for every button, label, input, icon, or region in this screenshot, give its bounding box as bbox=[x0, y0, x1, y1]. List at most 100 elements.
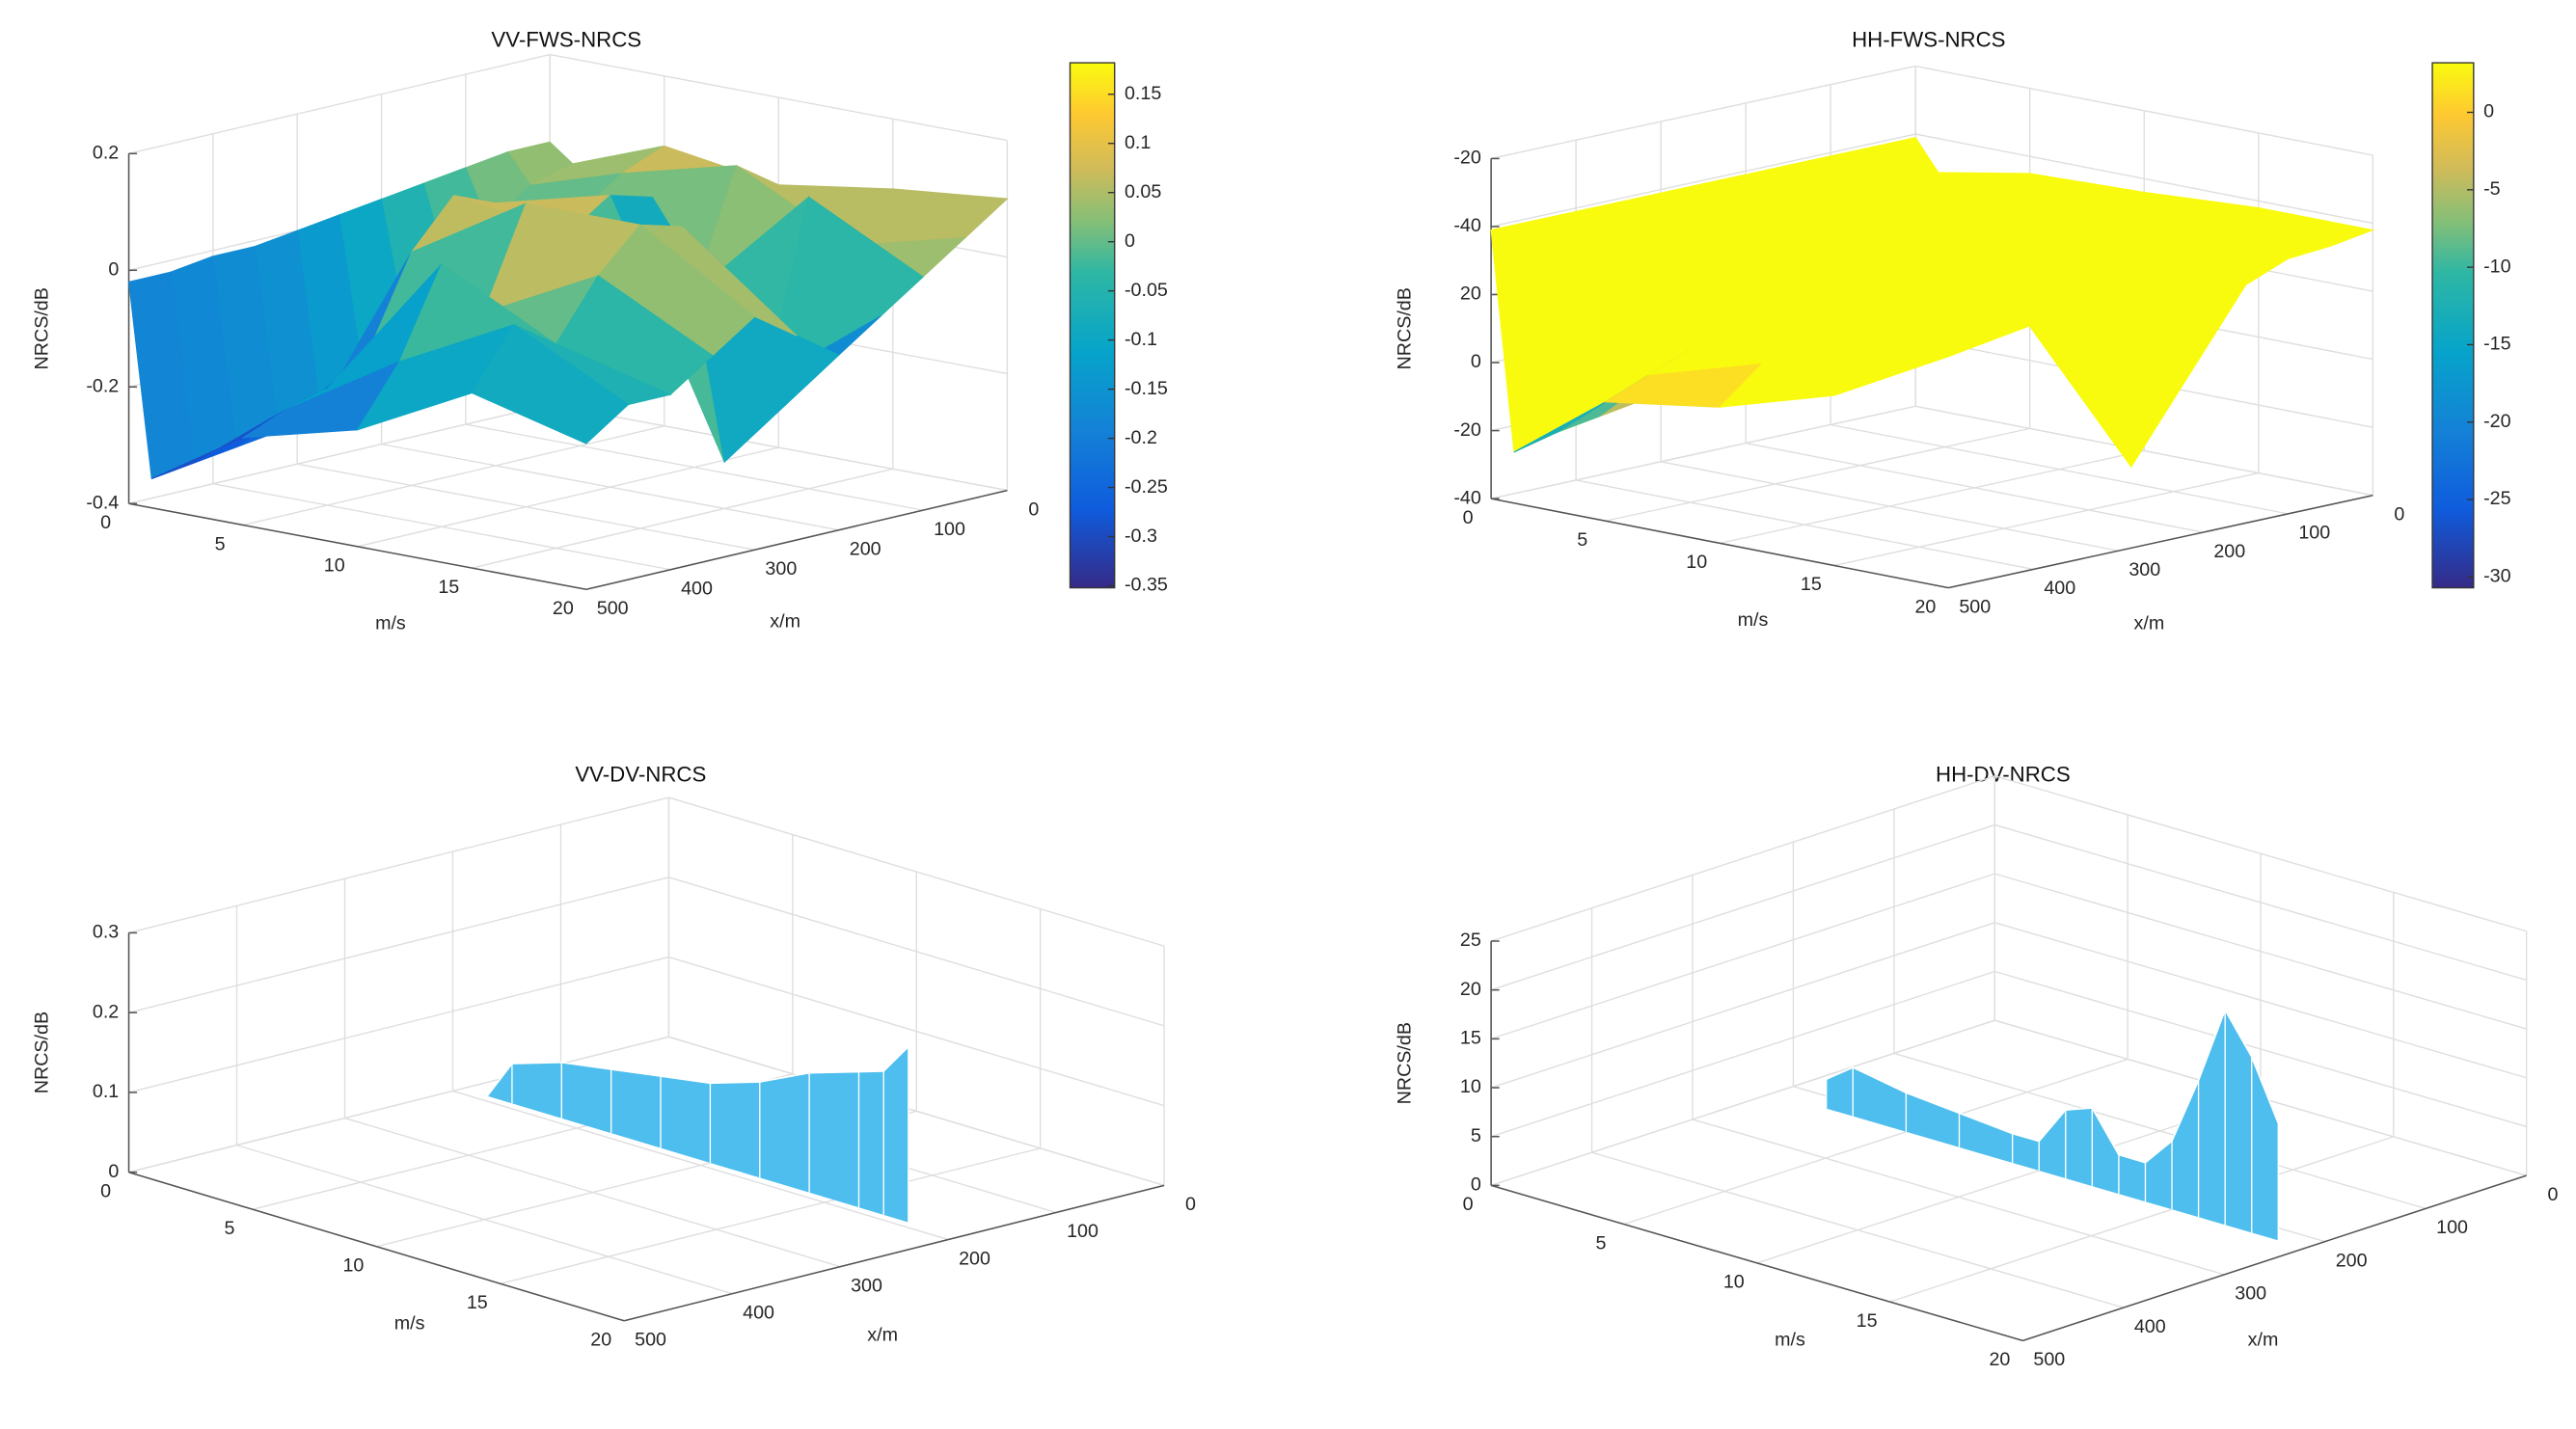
floor-grid-line bbox=[1623, 1058, 2129, 1226]
wall-grid-line bbox=[1914, 65, 2373, 156]
curtain-edge bbox=[486, 1045, 909, 1097]
floor-grid-line bbox=[1720, 449, 2145, 545]
colorbar-tick-label: -0.05 bbox=[1125, 280, 1168, 301]
speed-tick-label: 15 bbox=[1857, 1310, 1878, 1332]
speed-tick-label: 0 bbox=[100, 1180, 111, 1201]
speed-axis bbox=[1490, 498, 1949, 589]
floor-grid-line bbox=[1745, 442, 2204, 533]
colorbar-tick-label: -25 bbox=[2483, 488, 2511, 509]
floor-grid-line bbox=[472, 468, 894, 569]
z-tick-label: 0 bbox=[108, 1161, 119, 1182]
z-axis-label: NRCS/dB bbox=[1394, 287, 1415, 369]
colorbar-tick-label: -0.25 bbox=[1125, 476, 1168, 498]
floor-grid-line bbox=[344, 1117, 841, 1268]
colorbar-tick-label: 0 bbox=[2483, 101, 2494, 122]
colorbar bbox=[2431, 62, 2475, 589]
position-tick-label: 100 bbox=[2436, 1217, 2468, 1238]
position-tick-label: 300 bbox=[851, 1275, 882, 1296]
z-axis-label: NRCS/dB bbox=[32, 1011, 53, 1093]
colorbar-tick-label: -0.35 bbox=[1125, 575, 1168, 596]
position-tick-label: 400 bbox=[681, 579, 713, 600]
colorbar-tick-label: -15 bbox=[2483, 334, 2511, 355]
z-tick-label: -20 bbox=[1453, 419, 1481, 441]
position-tick-label: 100 bbox=[1067, 1221, 1098, 1242]
wall-grid-line bbox=[668, 1036, 1165, 1187]
wall-grid-line bbox=[1994, 922, 2527, 1079]
z-tick-label: -20 bbox=[1453, 148, 1481, 169]
speed-tick-label: 10 bbox=[324, 555, 345, 577]
wall-grid-line bbox=[1994, 823, 2527, 982]
z-tick-label: 25 bbox=[1460, 930, 1481, 951]
speed-axis-label: m/s bbox=[375, 612, 406, 634]
position-tick-label: 400 bbox=[743, 1302, 774, 1323]
wall-grid-line bbox=[1994, 873, 2527, 1030]
wall-grid-line bbox=[1490, 65, 1916, 160]
surface-patch bbox=[1833, 339, 1992, 396]
surface-patch bbox=[471, 324, 630, 445]
z-tick-label: -0.2 bbox=[86, 375, 119, 396]
z-tick-label: 0.3 bbox=[93, 922, 119, 943]
position-axis-label: x/m bbox=[867, 1324, 898, 1345]
colorbar-tick-label: -0.2 bbox=[1125, 427, 1157, 448]
wall-grid-line bbox=[668, 796, 1165, 947]
wall-grid-line bbox=[1490, 1019, 1995, 1187]
speed-tick-label: 5 bbox=[1595, 1232, 1606, 1254]
position-axis bbox=[585, 489, 1008, 591]
z-tick-label: -40 bbox=[1453, 487, 1481, 508]
wall-grid-line bbox=[550, 53, 1008, 142]
speed-axis-label: m/s bbox=[394, 1312, 425, 1334]
colorbar-tick-label: -0.1 bbox=[1125, 329, 1157, 350]
z-tick-label: 10 bbox=[1460, 1076, 1481, 1097]
floor-grid-line bbox=[212, 483, 671, 571]
z-tick-label: 0 bbox=[1471, 1174, 1481, 1196]
position-axis bbox=[1948, 494, 2373, 589]
curtain-area bbox=[487, 1046, 908, 1223]
position-tick-label: 100 bbox=[2298, 523, 2330, 544]
floor-grid-line bbox=[242, 425, 664, 526]
floor-grid-line bbox=[1830, 423, 2289, 515]
z-tick-label: 15 bbox=[1460, 1028, 1481, 1049]
floor-grid-line bbox=[452, 1090, 949, 1241]
position-axis bbox=[2022, 1174, 2527, 1342]
speed-tick-label: 5 bbox=[225, 1218, 235, 1239]
colorbar-tick-label: 0.1 bbox=[1125, 132, 1151, 153]
position-tick-label: 500 bbox=[597, 598, 629, 619]
speed-tick-label: 5 bbox=[215, 533, 226, 554]
chart-title: VV-FWS-NRCS bbox=[491, 28, 641, 52]
speed-tick-label: 15 bbox=[438, 577, 459, 598]
wall-grid-line bbox=[128, 1036, 669, 1173]
chart-title: VV-DV-NRCS bbox=[575, 763, 706, 787]
floor-grid-line bbox=[500, 1147, 1041, 1284]
speed-tick-label: 0 bbox=[100, 512, 111, 533]
z-tick-label: 0 bbox=[108, 258, 119, 280]
z-tick-label: 0.1 bbox=[93, 1081, 119, 1102]
colorbar-tick-label: 0 bbox=[1125, 230, 1135, 252]
speed-axis-label: m/s bbox=[1738, 609, 1769, 631]
floor-grid-line bbox=[1605, 427, 2030, 522]
position-tick-label: 500 bbox=[635, 1330, 666, 1351]
z-axis-label: NRCS/dB bbox=[32, 287, 53, 369]
position-tick-label: 200 bbox=[959, 1248, 990, 1269]
speed-tick-label: 15 bbox=[467, 1292, 488, 1313]
z-tick-label: 0 bbox=[1471, 351, 1481, 372]
colorbar-tick-label: -20 bbox=[2483, 411, 2511, 432]
wall-grid-line bbox=[1994, 775, 2527, 932]
speed-tick-label: 20 bbox=[553, 598, 574, 619]
position-tick-label: 300 bbox=[2235, 1283, 2266, 1305]
colorbar-tick-label: -10 bbox=[2483, 256, 2511, 277]
wall-grid-line bbox=[1490, 970, 1995, 1138]
position-tick-label: 200 bbox=[2213, 541, 2245, 562]
position-tick-label: 100 bbox=[934, 519, 965, 540]
position-tick-label: 0 bbox=[2548, 1184, 2559, 1205]
floor-grid-line bbox=[1889, 1136, 2395, 1303]
floor-grid-line bbox=[1893, 1052, 2427, 1210]
floor-grid-line bbox=[1660, 461, 2119, 552]
speed-tick-label: 10 bbox=[1723, 1272, 1745, 1293]
position-tick-label: 0 bbox=[2394, 503, 2404, 525]
z-tick-label: 0.2 bbox=[93, 142, 119, 163]
speed-tick-label: 5 bbox=[1577, 529, 1587, 551]
wall-grid-line bbox=[128, 876, 669, 1013]
position-axis-label: x/m bbox=[770, 611, 800, 633]
